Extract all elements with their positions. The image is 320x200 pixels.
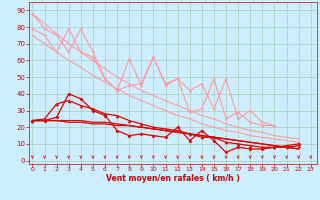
X-axis label: Vent moyen/en rafales ( km/h ): Vent moyen/en rafales ( km/h ) — [106, 174, 240, 183]
